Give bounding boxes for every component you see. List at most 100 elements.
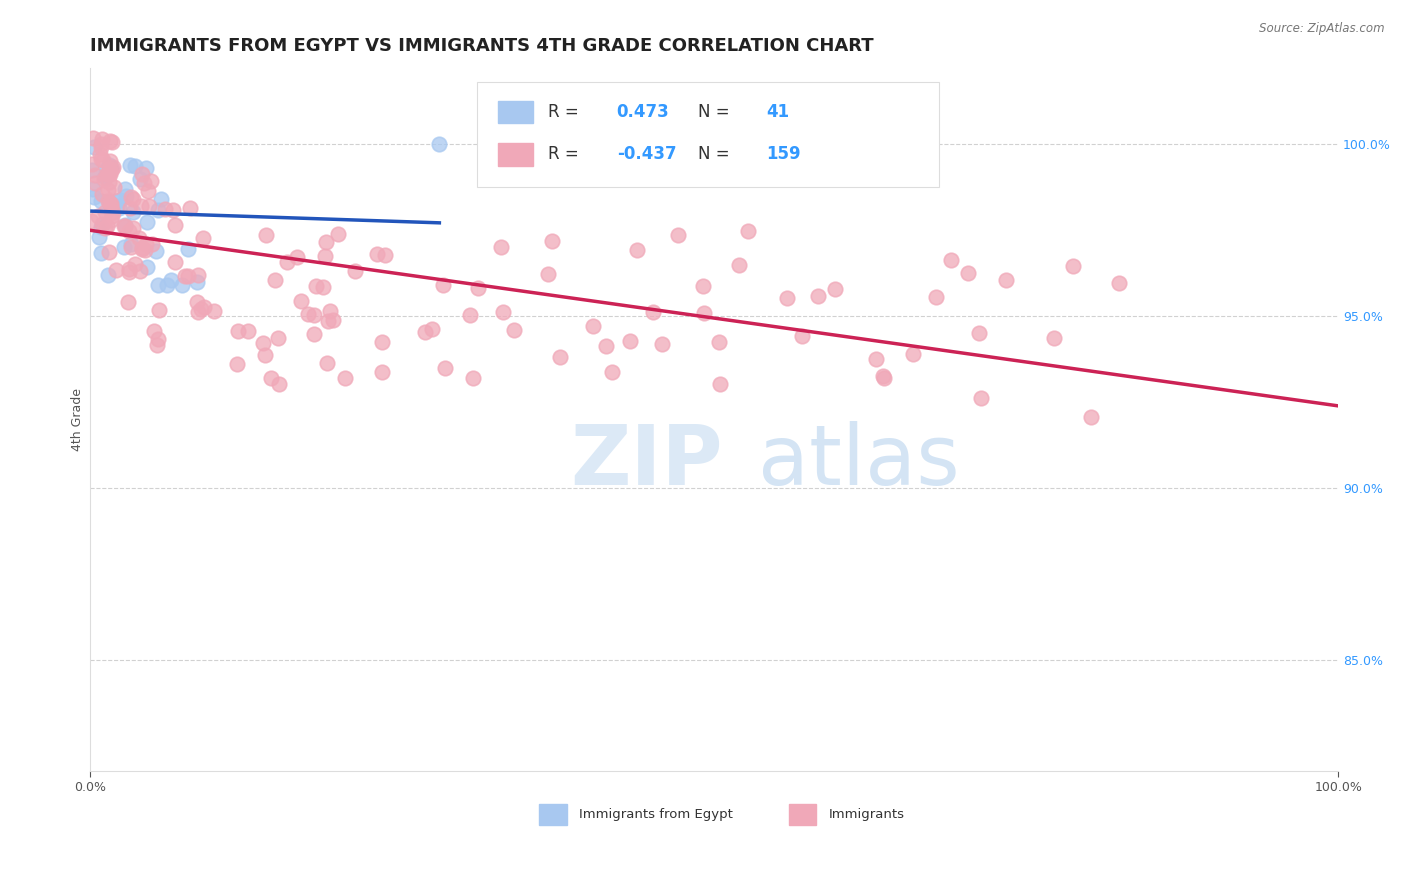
Point [1062,259,1084,273]
Point [114,182,136,196]
Point [1080,410,1102,425]
Point [304,279,326,293]
Point [177,269,200,284]
Point [101,209,124,223]
Point [91,132,114,146]
Point [267,330,290,344]
Point [626,244,648,258]
Point [103,179,125,194]
Point [333,370,356,384]
Point [100,161,122,175]
Point [145,244,167,258]
Point [100,196,122,211]
Point [114,218,136,232]
Point [491,240,513,254]
Point [100,200,122,214]
Point [326,227,349,241]
Point [254,227,277,242]
Point [124,159,146,173]
Point [692,279,714,293]
Point [433,361,456,376]
Point [135,215,157,229]
Point [304,327,326,342]
Point [366,247,388,261]
Point [970,391,993,405]
Point [121,192,143,206]
Point [141,236,163,251]
Point [98,196,121,211]
Point [225,357,247,371]
Point [226,324,249,338]
Point [112,219,135,234]
Point [96,161,118,176]
Point [121,204,143,219]
Point [84,176,107,190]
Point [344,264,367,278]
Point [193,300,215,314]
Point [129,172,152,186]
Point [969,326,991,340]
Point [112,240,135,254]
Point [420,322,443,336]
Point [314,249,336,263]
Point [737,224,759,238]
FancyBboxPatch shape [498,101,533,123]
Point [135,161,157,175]
Point [90,139,112,153]
Point [1108,277,1130,291]
Point [316,356,339,370]
Point [191,231,214,245]
Point [666,227,689,242]
Text: Immigrants from Egypt: Immigrants from Egypt [579,807,733,821]
Point [957,266,980,280]
Point [253,348,276,362]
Point [120,190,142,204]
Point [98,153,121,168]
Point [374,247,396,261]
FancyBboxPatch shape [477,82,939,187]
Point [252,336,274,351]
Point [901,347,924,361]
Point [146,278,169,293]
Point [96,167,118,181]
Point [118,158,141,172]
Point [263,273,285,287]
Point [186,276,208,290]
Point [90,152,112,166]
Point [91,217,114,231]
Point [146,332,169,346]
Point [103,204,125,219]
Point [651,337,673,351]
Point [170,277,193,292]
Point [641,304,664,318]
Point [103,161,125,175]
Point [101,161,124,176]
Point [108,193,131,207]
Point [97,194,120,209]
Point [709,377,731,392]
Point [371,334,394,349]
Point [83,190,105,204]
Point [138,199,160,213]
Text: R =: R = [548,145,583,163]
Text: ZIP: ZIP [571,421,723,502]
Point [86,209,108,223]
Point [582,318,605,333]
Point [302,308,325,322]
Point [163,255,186,269]
Point [461,371,484,385]
Point [124,257,146,271]
Point [90,220,112,235]
FancyBboxPatch shape [498,143,533,166]
Point [83,168,105,182]
Point [728,258,751,272]
Point [865,351,887,366]
Point [165,218,187,232]
Point [790,329,813,343]
Point [276,255,298,269]
Point [709,335,731,350]
Point [177,242,200,256]
Point [90,246,112,260]
Point [136,260,159,274]
Point [98,162,121,177]
